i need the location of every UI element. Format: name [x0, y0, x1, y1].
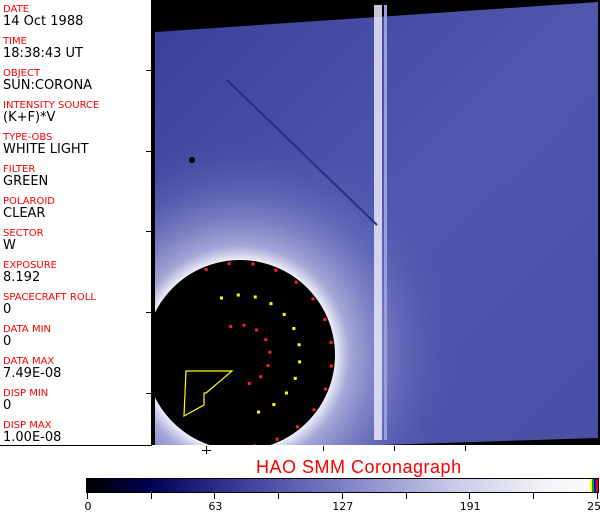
field-label: POLAROID	[3, 196, 56, 207]
colorbar-tick	[214, 493, 216, 499]
field-label: DATA MIN	[3, 324, 51, 335]
field-value: 18:38:43 UT	[3, 46, 83, 61]
field-value: SUN:CORONA	[3, 78, 93, 93]
grid-dot	[242, 323, 246, 327]
colorbar-tick	[532, 493, 534, 499]
grid-dot	[293, 376, 297, 380]
grid-dot	[294, 280, 298, 284]
grid-dot	[311, 297, 315, 301]
field-time: TIME 18:38:43 UT	[3, 36, 83, 61]
field-label: INTENSITY SOURCE	[3, 100, 100, 111]
colorbar-tick	[341, 493, 343, 499]
grid-dot	[236, 293, 240, 297]
field-value: 7.49E-08	[3, 366, 62, 381]
grid-dot	[275, 437, 279, 441]
grid-dot	[298, 360, 302, 364]
field-disp-min: DISP MIN 0	[3, 388, 48, 413]
colorbar-tick	[469, 493, 471, 499]
field-label: DISP MIN	[3, 388, 49, 399]
sun-marker	[183, 370, 234, 418]
field-value: W	[3, 238, 16, 253]
field-type-obs: TYPE-OBS WHITE LIGHT	[3, 132, 89, 157]
field-value: 8.192	[3, 270, 41, 285]
coronagraph-image	[152, 0, 600, 445]
colorbar-tick-label: 255	[587, 500, 600, 513]
grid-dot	[292, 327, 296, 331]
grid-dot	[247, 382, 251, 386]
field-label: TYPE-OBS	[3, 132, 53, 143]
grid-dot	[204, 267, 208, 271]
field-exposure: EXPOSURE 8.192	[3, 260, 57, 285]
field-sector: SECTOR W	[3, 228, 44, 253]
field-data-max: DATA MAX 7.49E-08	[3, 356, 61, 381]
grid-dot	[282, 312, 286, 316]
field-value: 14 Oct 1988	[3, 14, 84, 29]
field-date: DATE 14 Oct 1988	[3, 4, 83, 29]
grid-dot	[264, 338, 268, 342]
field-value: 0	[3, 398, 12, 413]
grid-dot	[253, 295, 257, 299]
field-value: 1.00E-08	[3, 430, 62, 445]
colorbar-tick-label: 191	[459, 500, 481, 513]
instrument-title: HAO SMM Coronagraph	[256, 457, 462, 477]
field-value: WHITE LIGHT	[3, 142, 89, 157]
field-spacecraft-roll: SPACECRAFT ROLL 0	[3, 292, 96, 317]
color-bar	[86, 478, 599, 493]
colorbar-tick	[150, 493, 152, 499]
grid-dot	[268, 350, 272, 354]
field-value: CLEAR	[3, 206, 46, 221]
field-object: OBJECT SUN:CORONA	[3, 68, 92, 93]
colorbar-tick	[278, 493, 280, 499]
header-info-panel: DATE 14 Oct 1988 TIME 18:38:43 UT OBJECT SUN:…	[0, 0, 152, 446]
grid-dot	[269, 302, 273, 306]
field-value: GREEN	[3, 174, 49, 189]
field-data-min: DATA MIN 0	[3, 324, 51, 349]
grid-dot	[297, 343, 301, 347]
field-value: 0	[3, 302, 12, 317]
colorbar-tick-label: 127	[332, 500, 354, 513]
occulter-pylon	[374, 5, 382, 440]
field-label: DATA MAX	[3, 356, 55, 367]
field-filter: FILTER GREEN	[3, 164, 48, 189]
grid-dot	[257, 410, 261, 414]
field-disp-max: DISP MAX 1.00E-08	[3, 420, 61, 445]
grid-dot	[295, 425, 299, 429]
grid-dot	[255, 328, 259, 332]
colorbar-tick-label: 63	[208, 500, 223, 513]
grid-dot	[323, 317, 327, 321]
field-label: FILTER	[3, 164, 36, 175]
grid-dot	[252, 444, 256, 445]
grid-dot	[266, 364, 270, 368]
grid-dot	[312, 408, 316, 412]
grid-dot	[229, 324, 233, 328]
grid-dot	[329, 340, 333, 344]
field-value: (K+F)*V	[3, 110, 56, 125]
field-label: OBJECT	[3, 68, 41, 79]
field-label: SECTOR	[3, 228, 44, 239]
colorbar-tick	[87, 493, 88, 499]
occulter-disk	[152, 260, 335, 445]
field-polaroid: POLAROID CLEAR	[3, 196, 55, 221]
grid-dot	[259, 375, 263, 379]
field-label: DATE	[3, 4, 30, 15]
grid-dot	[227, 262, 231, 266]
grid-dot	[274, 268, 278, 272]
colorbar-tick-label: 0	[84, 500, 92, 513]
field-label: DISP MAX	[3, 420, 52, 431]
field-label: TIME	[3, 36, 28, 47]
colorbar-special-colors	[590, 479, 598, 492]
colorbar-tick	[596, 493, 598, 499]
grid-dot	[272, 403, 276, 407]
colorbar-tick	[405, 493, 407, 499]
field-value: 0	[3, 334, 12, 349]
grid-dot	[219, 296, 223, 300]
grid-dot	[329, 364, 333, 368]
grid-dot	[284, 391, 288, 395]
grid-dot	[251, 262, 255, 266]
field-label: EXPOSURE	[3, 260, 58, 271]
field-intensity-source: INTENSITY SOURCE (K+F)*V	[3, 100, 99, 125]
grid-dot	[323, 387, 327, 391]
field-label: SPACECRAFT ROLL	[3, 292, 96, 303]
